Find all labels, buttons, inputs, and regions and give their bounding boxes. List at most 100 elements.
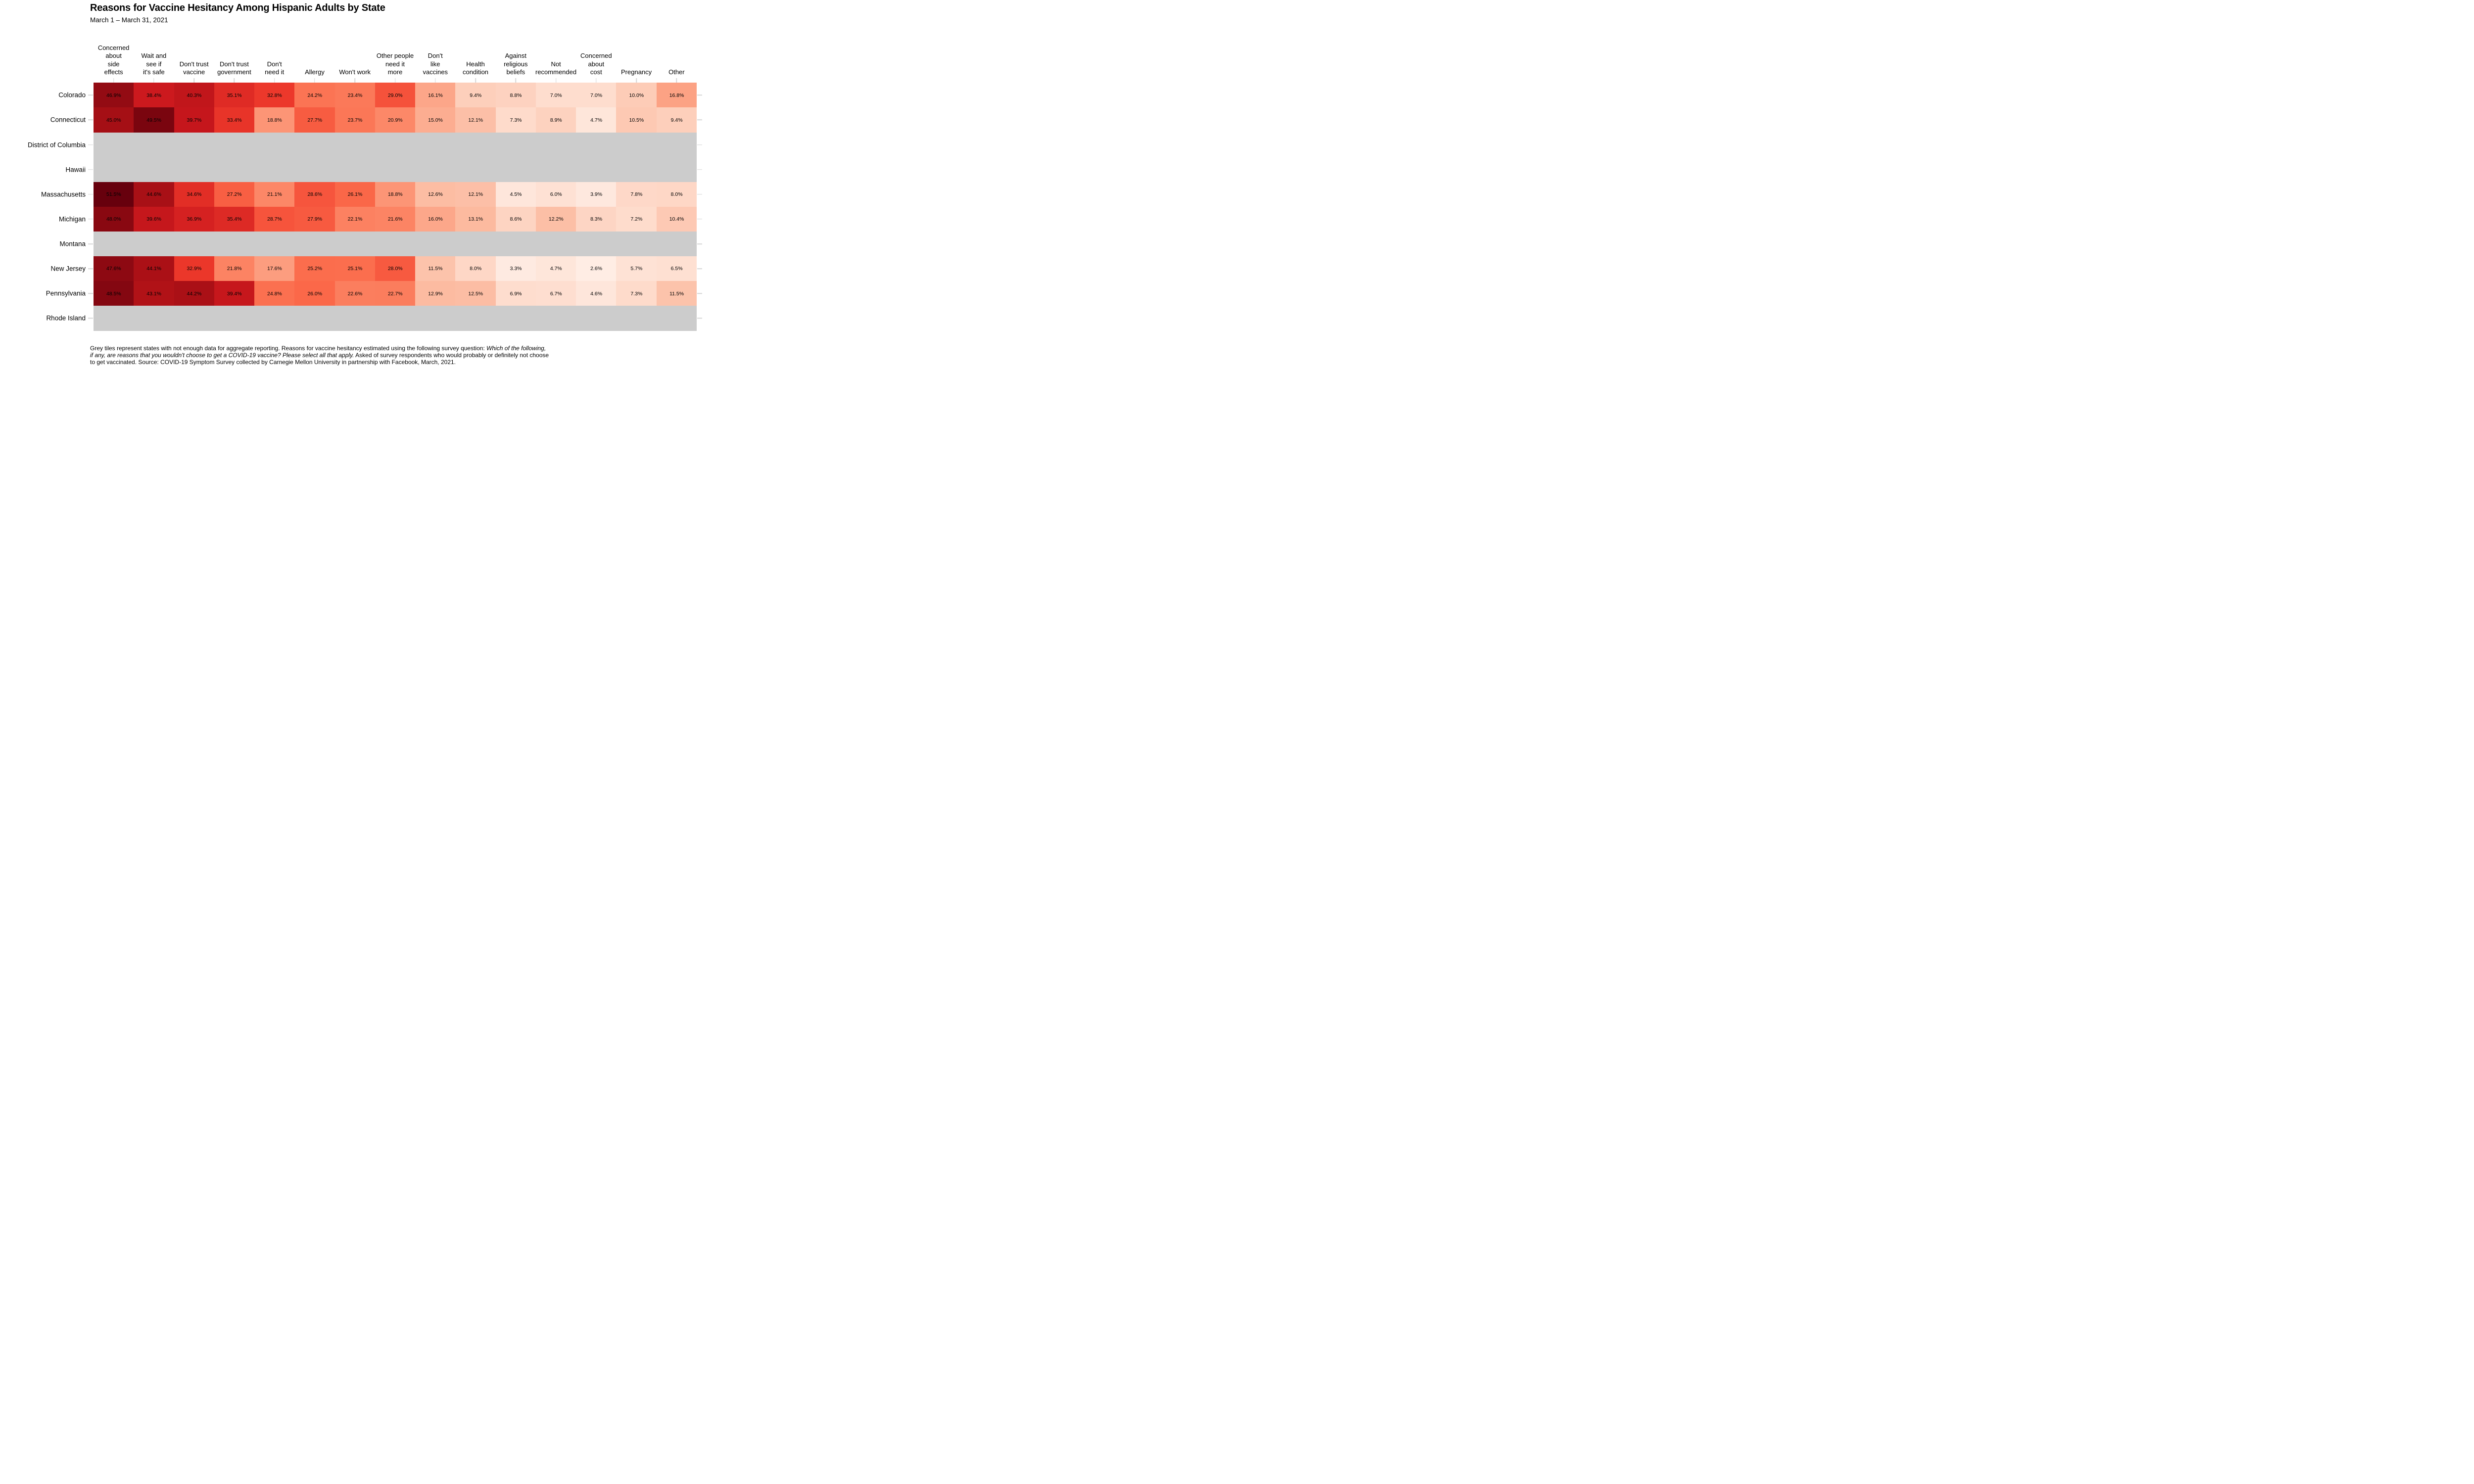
row-label: Rhode Island (46, 314, 86, 322)
cell-value: 36.9% (187, 216, 202, 223)
heatmap-cell (495, 132, 536, 158)
cell-value: 7.2% (630, 216, 643, 223)
heatmap-cell (334, 232, 376, 257)
heatmap-cell: 51.5% (94, 182, 134, 207)
heatmap-cell: 18.8% (375, 182, 416, 207)
cell-value: 9.4% (670, 117, 683, 123)
heatmap-cell: 25.1% (334, 256, 376, 281)
heatmap-cell (455, 157, 496, 183)
heatmap-cell: 15.0% (415, 107, 456, 133)
heatmap-cell: 8.0% (656, 182, 697, 207)
row-tick-left (88, 293, 93, 294)
cell-value: 4.6% (590, 290, 603, 297)
heatmap-cell (616, 232, 657, 257)
heatmap-cell: 27.2% (214, 182, 255, 207)
heatmap-cell (174, 132, 215, 158)
heatmap-cell: 12.6% (415, 182, 456, 207)
heatmap-cell: 17.6% (254, 256, 295, 281)
heatmap-cell: 9.4% (455, 83, 496, 108)
heatmap-cell: 25.2% (294, 256, 335, 281)
row-label: Hawaii (65, 166, 86, 174)
column-header: Don't need it (265, 60, 285, 76)
heatmap-cell (174, 306, 215, 331)
heatmap-cell (375, 232, 416, 257)
cell-value: 2.6% (590, 266, 603, 272)
row-tick-left (88, 243, 93, 244)
heatmap-cell (214, 306, 255, 331)
heatmap-cell (134, 306, 175, 331)
heatmap-cell (495, 306, 536, 331)
heatmap-cell: 46.9% (94, 83, 134, 108)
cell-value: 11.5% (428, 266, 443, 272)
heatmap-cell (294, 132, 335, 158)
column-header: Don't trust government (217, 60, 251, 76)
row-tick-right (697, 318, 702, 319)
row-tick-right (697, 119, 702, 121)
heatmap-cell (455, 132, 496, 158)
heatmap-cell (254, 306, 295, 331)
row-tick-right (697, 243, 702, 244)
heatmap-cell: 23.4% (334, 83, 376, 108)
cell-value: 44.2% (187, 290, 202, 297)
heatmap-cell: 44.2% (174, 281, 215, 306)
heatmap-cell: 7.8% (616, 182, 657, 207)
column-tick (636, 78, 637, 83)
chart-subtitle: March 1 – March 31, 2021 (90, 16, 168, 24)
heatmap-cell: 32.8% (254, 83, 295, 108)
cell-value: 23.4% (347, 92, 363, 98)
cell-value: 12.2% (548, 216, 564, 223)
cell-value: 51.5% (106, 191, 121, 198)
footnote-line: if any, are reasons that you wouldn't ch… (90, 351, 549, 359)
heatmap-cell: 7.0% (535, 83, 576, 108)
cell-value: 11.5% (669, 290, 684, 297)
cell-value: 20.9% (387, 117, 403, 123)
column-tick (394, 78, 396, 83)
cell-value: 7.3% (630, 290, 643, 297)
cell-value: 22.1% (347, 216, 363, 223)
cell-value: 39.6% (146, 216, 162, 223)
cell-value: 34.6% (187, 191, 202, 198)
heatmap-cell: 5.7% (616, 256, 657, 281)
row-tick-left (88, 194, 93, 195)
heatmap-cell: 40.3% (174, 83, 215, 108)
heatmap-cell: 26.1% (334, 182, 376, 207)
cell-value: 6.0% (550, 191, 562, 198)
cell-value: 6.7% (550, 290, 562, 297)
cell-value: 4.7% (550, 266, 562, 272)
heatmap-cell (294, 232, 335, 257)
cell-value: 4.5% (510, 191, 522, 198)
heatmap-cell (415, 232, 456, 257)
cell-value: 26.0% (307, 290, 323, 297)
row-tick-left (88, 169, 93, 170)
chart-title: Reasons for Vaccine Hesitancy Among Hisp… (90, 2, 385, 13)
heatmap-cell: 4.5% (495, 182, 536, 207)
column-tick (234, 78, 235, 83)
heatmap-cell: 11.5% (656, 281, 697, 306)
heatmap-cell: 4.6% (576, 281, 617, 306)
heatmap-cell: 21.6% (375, 206, 416, 232)
cell-value: 38.4% (146, 92, 162, 98)
heatmap-cell: 28.6% (294, 182, 335, 207)
heatmap-cell: 6.7% (535, 281, 576, 306)
cell-value: 25.1% (347, 266, 363, 272)
heatmap-cell: 39.4% (214, 281, 255, 306)
column-header: Allergy (305, 68, 325, 76)
cell-value: 8.0% (470, 266, 482, 272)
column-header: Other people need it more (376, 52, 414, 76)
cell-value: 21.6% (387, 216, 403, 223)
heatmap-cell (656, 232, 697, 257)
column-tick (193, 78, 194, 83)
heatmap-cell: 28.7% (254, 206, 295, 232)
heatmap-cell (576, 132, 617, 158)
column-tick (314, 78, 315, 83)
heatmap-cell: 47.6% (94, 256, 134, 281)
cell-value: 17.6% (267, 266, 282, 272)
heatmap-cell: 44.6% (134, 182, 175, 207)
heatmap-cell (576, 306, 617, 331)
cell-value: 12.5% (468, 290, 483, 297)
heatmap-cell: 7.3% (616, 281, 657, 306)
cell-value: 9.4% (470, 92, 482, 98)
cell-value: 22.6% (347, 290, 363, 297)
heatmap-cell (415, 306, 456, 331)
heatmap-cell: 6.5% (656, 256, 697, 281)
